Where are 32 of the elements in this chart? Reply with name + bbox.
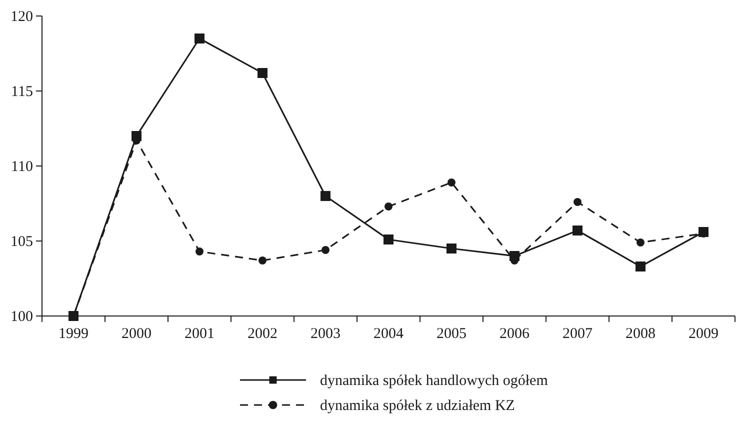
point [384, 202, 392, 210]
x-tick-label: 2002 [248, 326, 278, 342]
point [196, 248, 204, 256]
point [258, 68, 268, 78]
point [320, 191, 330, 201]
x-tick-label: 2009 [688, 326, 718, 342]
point [574, 198, 582, 206]
legend-label: dynamika spółek handlowych ogółem [320, 373, 548, 389]
x-tick-label: 2006 [500, 326, 530, 342]
point [322, 246, 330, 254]
x-tick-label: 2000 [122, 326, 152, 342]
y-tick-label: 110 [11, 158, 33, 175]
y-tick-label: 105 [10, 234, 33, 250]
x-tick-label: 2005 [436, 326, 466, 342]
point [446, 244, 456, 254]
point [572, 226, 582, 236]
x-tick-label: 1999 [58, 326, 88, 342]
point [384, 234, 394, 244]
x-tick-label: 2008 [626, 326, 656, 342]
legend-label: dynamika spółek z udziałem KZ [320, 398, 515, 414]
x-tick-label: 2004 [374, 326, 404, 342]
x-tick-label: 2007 [562, 326, 593, 342]
point [448, 178, 456, 186]
point [636, 238, 644, 246]
y-tick-label: 100 [10, 308, 33, 325]
y-tick-label: 120 [10, 8, 33, 25]
y-tick-label: 115 [11, 84, 33, 100]
point [258, 256, 266, 264]
x-tick-label: 2003 [310, 326, 340, 342]
x-tick-label: 2001 [184, 326, 214, 342]
point [194, 34, 204, 44]
point [636, 262, 646, 272]
